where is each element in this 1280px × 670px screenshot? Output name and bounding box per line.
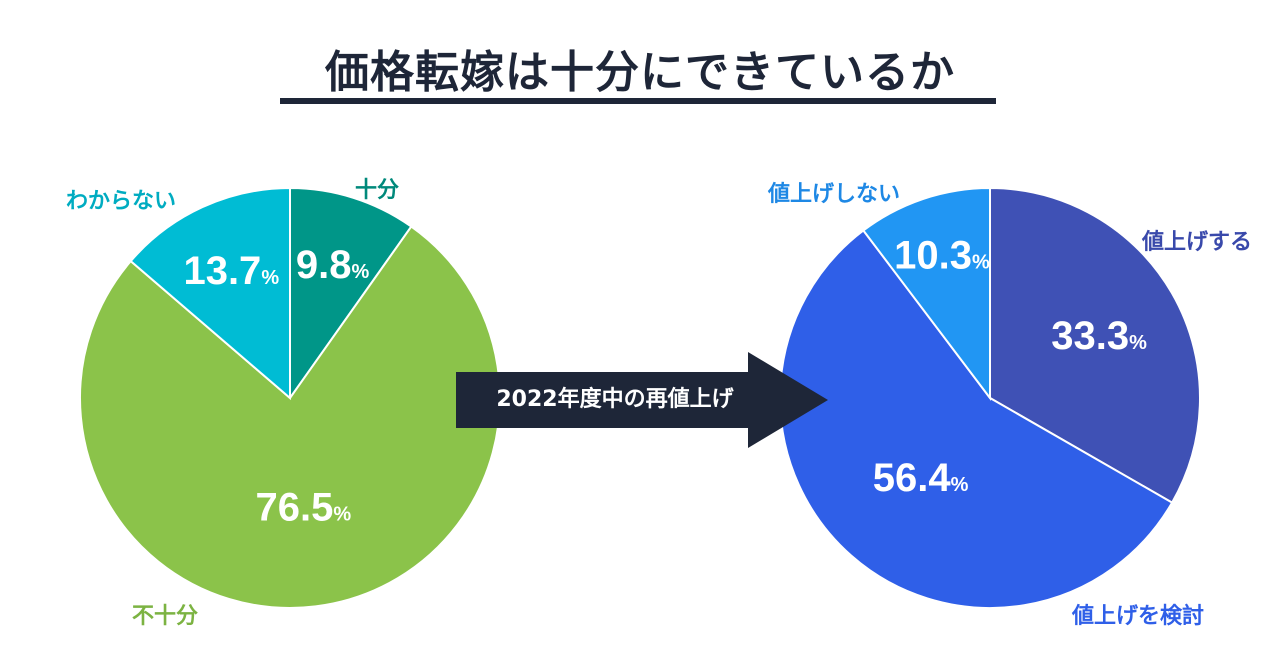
pie2-label-no-raise: 値上げしない (768, 182, 901, 207)
pie1-value-unknown: 13.7% (183, 249, 279, 293)
pie2-value-considering: 56.4% (873, 456, 969, 500)
pie2-slice-considering (779, 229, 1174, 609)
arrow-label: 2022年度中の再値上げ (496, 387, 734, 412)
arrow-shape (456, 352, 828, 448)
pie1-label-insufficient: 不十分 (132, 604, 199, 629)
pie1-value-sufficient: 9.8% (296, 243, 370, 287)
pie1-slice-unknown (129, 186, 291, 401)
pie2-value-raise: 33.3% (1051, 314, 1147, 358)
pie2-label-raise: 値上げする (1142, 230, 1253, 255)
pie2-slice-raise (989, 186, 1201, 504)
pie2-label-considering: 値上げを検討 (1072, 604, 1205, 629)
pie1-slice-insufficient (79, 225, 501, 609)
pie1-slice-sufficient (289, 186, 413, 402)
title-underline (280, 98, 996, 104)
page-title: 価格転嫁は十分にできているか (325, 47, 955, 98)
pie2-slice-no-raise (861, 186, 991, 401)
pie1-label-sufficient: 十分 (355, 178, 400, 203)
pie1-label-unknown: わからない (66, 189, 177, 214)
pie1-value-insufficient: 76.5% (256, 485, 352, 529)
pie2-value-no-raise: 10.3% (894, 234, 990, 278)
